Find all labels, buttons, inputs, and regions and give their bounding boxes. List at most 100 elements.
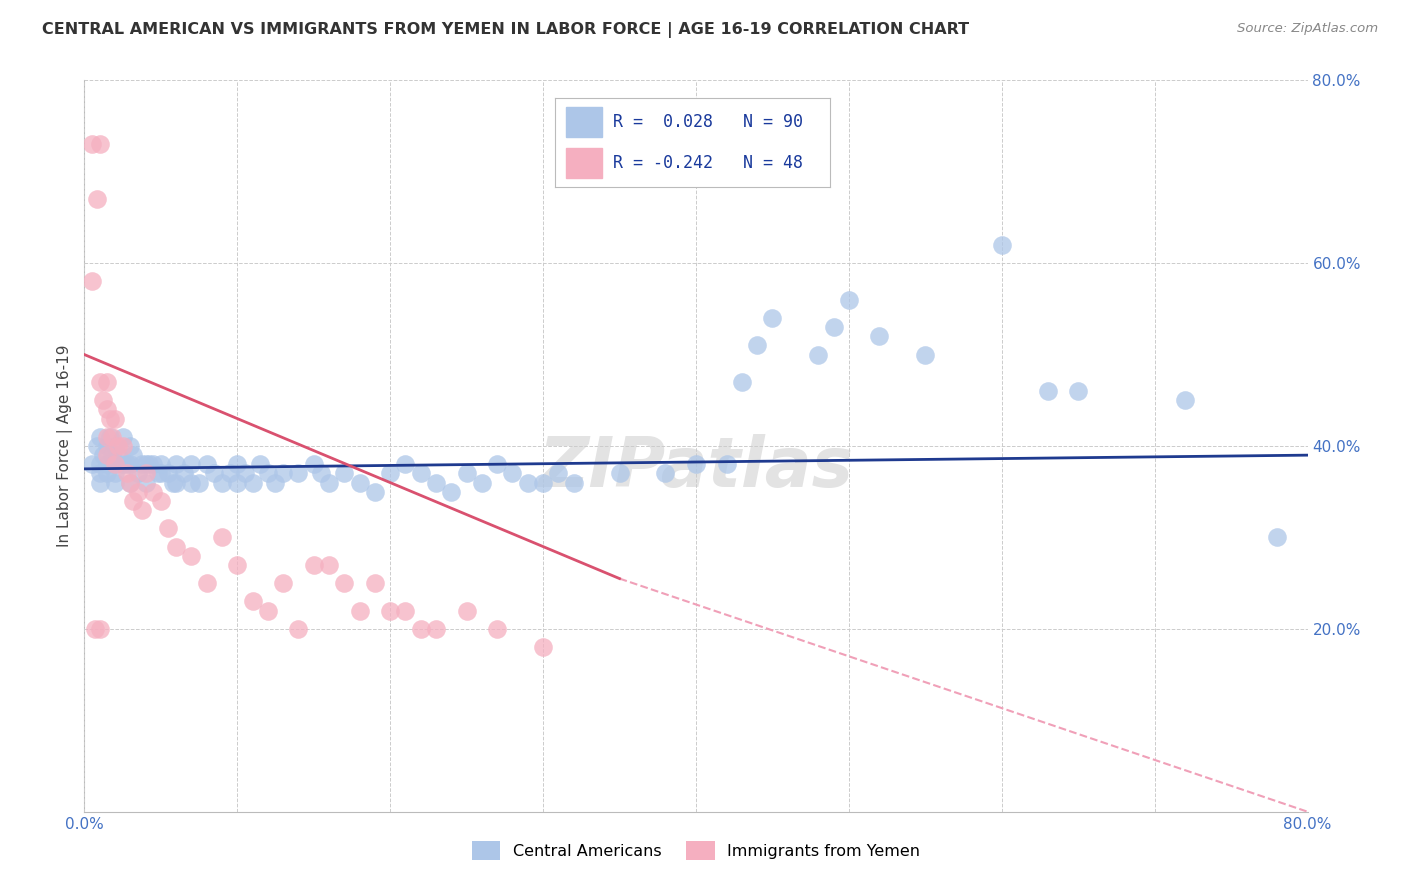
Point [761,311,783,326]
Point [142,458,165,472]
Point [86,192,108,206]
Point [218,467,240,481]
Point [287,467,309,481]
Point [195,458,218,472]
Point [131,458,153,472]
Point [394,603,416,617]
Point [115,458,138,472]
Point [502,467,524,481]
Point [149,493,172,508]
Point [104,458,127,472]
Point [165,458,187,472]
Point [80,458,103,472]
Point [104,439,127,453]
Point [364,484,387,499]
Point [135,458,157,472]
Point [149,458,172,472]
Point [914,348,936,362]
Point [287,622,309,636]
Point [257,603,280,617]
Point [162,475,184,490]
Point [96,439,118,453]
Point [107,448,129,462]
Text: R =  0.028   N = 90: R = 0.028 N = 90 [613,113,803,131]
Point [104,411,127,425]
Point [562,475,585,490]
Point [456,603,478,617]
Point [127,484,149,499]
Point [409,467,432,481]
Point [104,467,127,481]
Point [89,475,111,490]
Point [211,475,233,490]
Legend: Central Americans, Immigrants from Yemen: Central Americans, Immigrants from Yemen [465,835,927,866]
Point [202,467,225,481]
Point [80,137,103,152]
Point [318,558,340,572]
Point [409,622,432,636]
Point [364,576,387,591]
Point [135,475,157,490]
Point [654,467,676,481]
Point [1067,384,1090,399]
Text: R = -0.242   N = 48: R = -0.242 N = 48 [613,154,803,172]
Point [96,402,118,417]
Point [84,622,107,636]
Point [264,475,287,490]
Point [122,448,145,462]
Point [180,549,202,563]
Point [80,275,103,289]
Point [122,493,145,508]
Point [486,458,509,472]
Point [394,458,416,472]
Point [233,467,256,481]
Y-axis label: In Labor Force | Age 16-19: In Labor Force | Age 16-19 [58,344,73,548]
Point [271,576,294,591]
Point [173,467,195,481]
Text: Source: ZipAtlas.com: Source: ZipAtlas.com [1237,22,1378,36]
Point [107,439,129,453]
Point [731,375,754,389]
Point [333,576,356,591]
Point [120,475,142,490]
Point [165,475,187,490]
Point [157,521,180,535]
Point [1036,384,1059,399]
Point [165,540,187,554]
Point [257,467,280,481]
Point [1174,393,1197,408]
Point [991,238,1014,252]
Point [302,558,325,572]
Point [311,467,333,481]
Point [127,467,149,481]
Point [838,293,860,307]
Point [211,530,233,544]
Point [547,467,569,481]
Point [101,430,124,444]
Point [89,467,111,481]
Point [138,458,160,472]
Point [135,467,157,481]
Bar [567,107,602,137]
Point [531,475,554,490]
Point [1265,530,1288,544]
Point [425,622,447,636]
Point [869,329,891,343]
Point [180,475,202,490]
Point [716,458,738,472]
Point [516,475,538,490]
Text: ZIPatlas: ZIPatlas [538,434,853,501]
Point [120,439,142,453]
Point [349,475,371,490]
Text: CENTRAL AMERICAN VS IMMIGRANTS FROM YEMEN IN LABOR FORCE | AGE 16-19 CORRELATION: CENTRAL AMERICAN VS IMMIGRANTS FROM YEME… [42,22,969,38]
Point [91,393,114,408]
Point [188,475,211,490]
Point [333,467,356,481]
Point [96,467,118,481]
Point [142,484,165,499]
Point [249,458,271,472]
Point [685,458,707,472]
Point [120,475,142,490]
Point [302,458,325,472]
Point [96,375,118,389]
